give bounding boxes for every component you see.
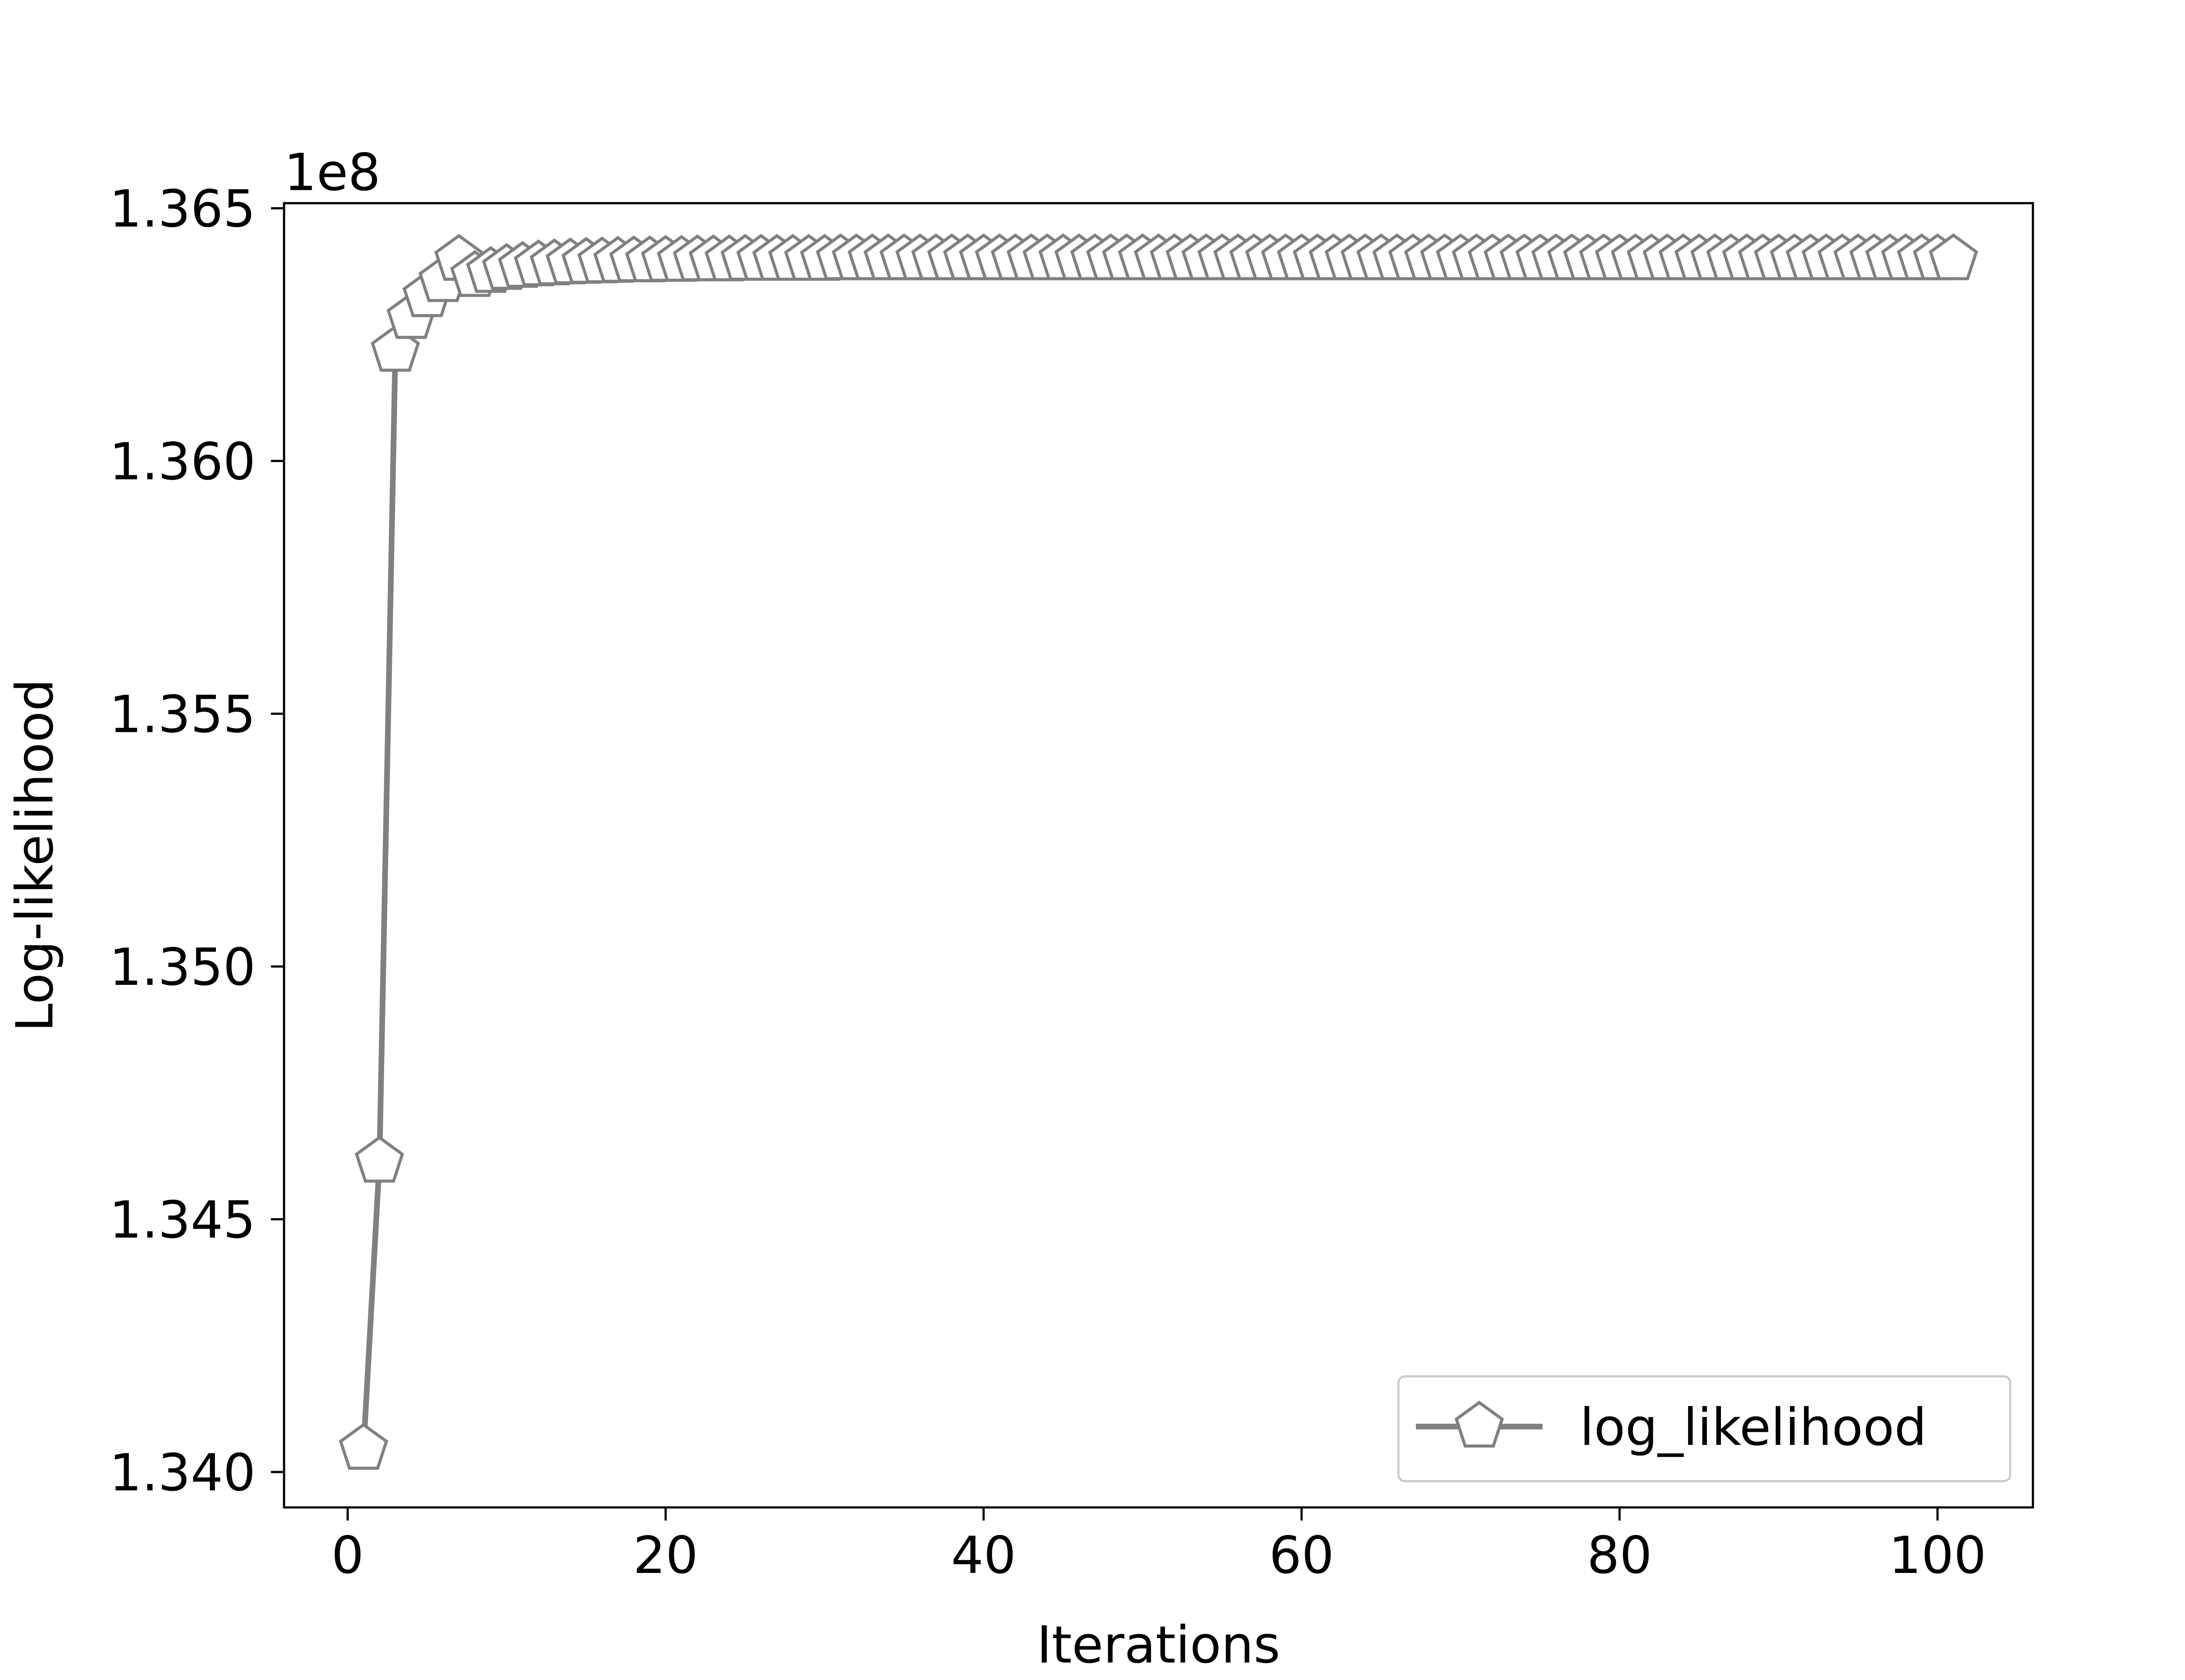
y-tick-label: 1.355 xyxy=(109,685,256,745)
y-tick-label: 1.345 xyxy=(109,1190,256,1250)
y-offset-label: 1e8 xyxy=(284,142,381,202)
legend-marker-pentagon xyxy=(1454,1400,1504,1448)
x-tick-label: 60 xyxy=(1269,1525,1334,1585)
series-layer xyxy=(339,233,1978,1470)
y-axis-label: Log-likelihood xyxy=(5,679,65,1032)
x-axis-label: Iterations xyxy=(1037,1615,1280,1675)
data-point-marker xyxy=(354,1136,404,1183)
y-tick-label: 1.340 xyxy=(109,1443,256,1503)
x-ticks: 0 20 40 60 80 100 xyxy=(331,1507,1986,1585)
y-ticks: 1.340 1.345 1.350 1.355 1.360 1.365 xyxy=(109,179,284,1503)
x-tick-label: 40 xyxy=(951,1525,1016,1585)
y-tick-label: 1.360 xyxy=(109,432,256,492)
x-tick-label: 20 xyxy=(633,1525,698,1585)
y-tick-label: 1.365 xyxy=(109,179,256,239)
x-tick-label: 100 xyxy=(1889,1525,1986,1585)
legend: log_likelihood xyxy=(1397,1375,2012,1483)
x-tick-label: 0 xyxy=(331,1525,364,1585)
legend-box xyxy=(1397,1375,2012,1483)
data-point-marker xyxy=(339,1423,388,1470)
x-tick-label: 80 xyxy=(1587,1525,1652,1585)
legend-label: log_likelihood xyxy=(1580,1397,1927,1457)
axes-frame xyxy=(283,202,2034,1509)
data-point-marker xyxy=(1928,233,1978,281)
y-tick-label: 1.350 xyxy=(109,937,256,997)
